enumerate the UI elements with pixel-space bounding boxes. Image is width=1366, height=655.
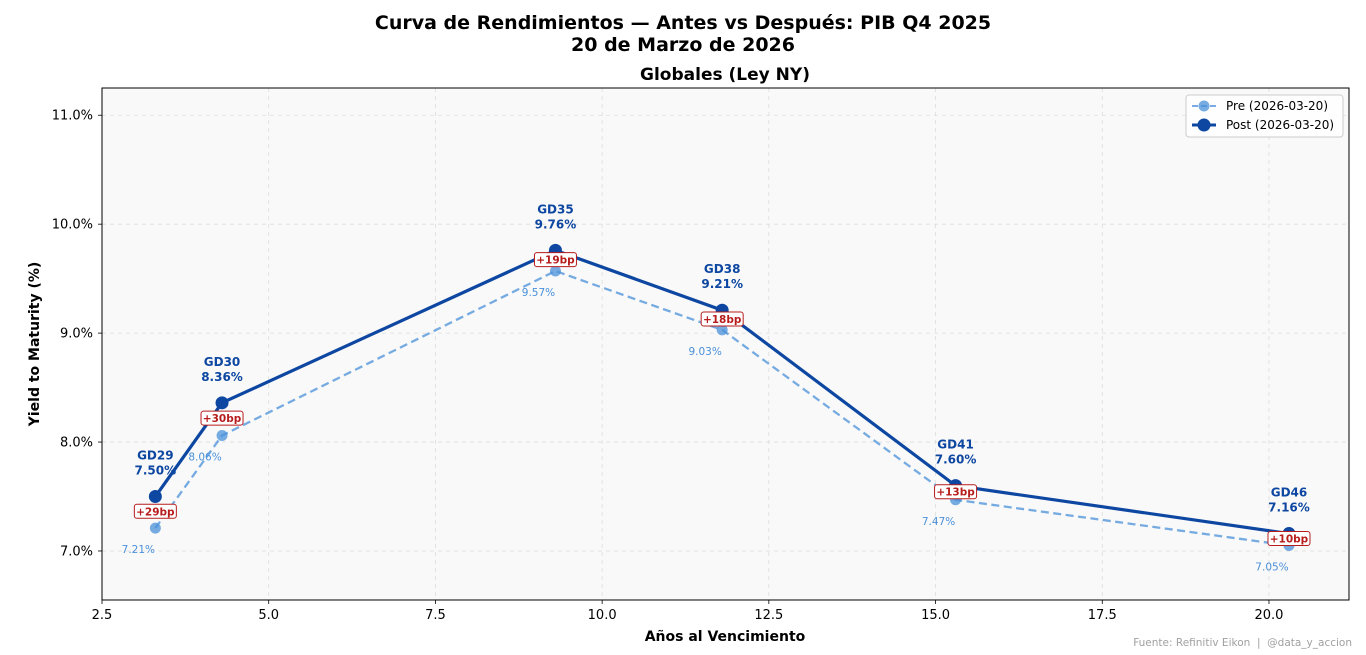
- post-value-label: 7.50%: [135, 464, 177, 478]
- y-tick-label: 7.0%: [60, 544, 93, 559]
- axis-ticks: 2.5 5.0 7.5 10.0 12.5 15.0 17.5 20.0 7.0% 8.0% 9.0…: [52, 109, 1284, 623]
- pre-value-label: 7.47%: [922, 516, 955, 528]
- x-tick-label: 5.0: [258, 608, 279, 623]
- change-badge: [200, 410, 244, 426]
- pre-point: [549, 265, 561, 277]
- plot-frame: [101, 87, 1350, 601]
- change-label: +19bp: [536, 255, 575, 267]
- pre-series-line: [154, 269, 1290, 547]
- chart-subtitle: 20 de Marzo de 2026: [571, 34, 795, 56]
- x-tick-label: 7.5: [425, 608, 446, 623]
- x-tick-label: 12.5: [754, 608, 783, 623]
- bond-name-label: GD46: [1271, 486, 1308, 500]
- source-note: Fuente: Refinitiv Eikon | @data_y_accion: [1133, 637, 1352, 649]
- legend-box: [1185, 94, 1344, 138]
- x-tick-label: 20.0: [1255, 608, 1284, 623]
- post-value-label: 9.76%: [535, 217, 577, 231]
- change-label: +10bp: [1270, 534, 1309, 546]
- post-value-label: 9.21%: [701, 277, 743, 291]
- pre-point: [716, 324, 728, 336]
- change-badge: [700, 311, 744, 327]
- bond-name-label: GD35: [537, 202, 574, 216]
- change-badge: [934, 484, 978, 500]
- post-point: [215, 396, 229, 410]
- post-value-label: 7.60%: [935, 453, 977, 467]
- pre-value-label: 9.03%: [688, 346, 721, 358]
- post-point: [148, 490, 162, 504]
- chart-suptitle: Curva de Rendimientos — Antes vs Después…: [375, 12, 991, 34]
- change-badge: [133, 503, 177, 519]
- bond-name-label: GD41: [937, 438, 974, 452]
- pre-value-label: 7.21%: [122, 544, 155, 556]
- y-axis-label: Yield to Maturity (%): [27, 262, 43, 428]
- pre-value-label: 9.57%: [522, 287, 555, 299]
- y-tick-label: 11.0%: [52, 109, 93, 124]
- legend-post-marker: [1197, 118, 1211, 132]
- bond-name-label: GD38: [704, 262, 741, 276]
- bond-name-label: GD30: [204, 355, 241, 369]
- pre-value-label: 8.06%: [188, 452, 221, 464]
- pre-point: [216, 430, 228, 442]
- axes-title: Globales (Ley NY): [640, 65, 810, 85]
- post-value-label: 7.16%: [1268, 501, 1310, 515]
- post-value-label: 8.36%: [201, 370, 243, 384]
- change-label: +29bp: [136, 506, 175, 518]
- legend: Pre (2026-03-20) Post (2026-03-20): [1185, 94, 1344, 138]
- bond-name-label: GD29: [137, 449, 174, 463]
- pre-point: [149, 522, 161, 534]
- change-label: +18bp: [703, 314, 742, 326]
- x-tick-label: 17.5: [1088, 608, 1117, 623]
- x-tick-label: 10.0: [588, 608, 617, 623]
- change-label: +30bp: [203, 413, 242, 425]
- y-tick-label: 9.0%: [60, 327, 93, 342]
- change-badge: [1267, 531, 1311, 547]
- pre-value-label: 7.05%: [1255, 562, 1288, 574]
- grid: [101, 88, 1349, 600]
- x-tick-label: 2.5: [92, 608, 113, 623]
- legend-pre-label: Pre (2026-03-20): [1226, 99, 1328, 113]
- plot-area: [102, 88, 1349, 600]
- y-tick-label: 10.0%: [52, 218, 93, 233]
- x-tick-label: 15.0: [921, 608, 950, 623]
- legend-pre-marker: [1198, 100, 1210, 112]
- legend-post-label: Post (2026-03-20): [1226, 118, 1334, 132]
- change-badge: [533, 252, 577, 268]
- y-tick-label: 8.0%: [60, 436, 93, 451]
- change-label: +13bp: [936, 487, 975, 499]
- x-axis-label: Años al Vencimiento: [645, 629, 806, 645]
